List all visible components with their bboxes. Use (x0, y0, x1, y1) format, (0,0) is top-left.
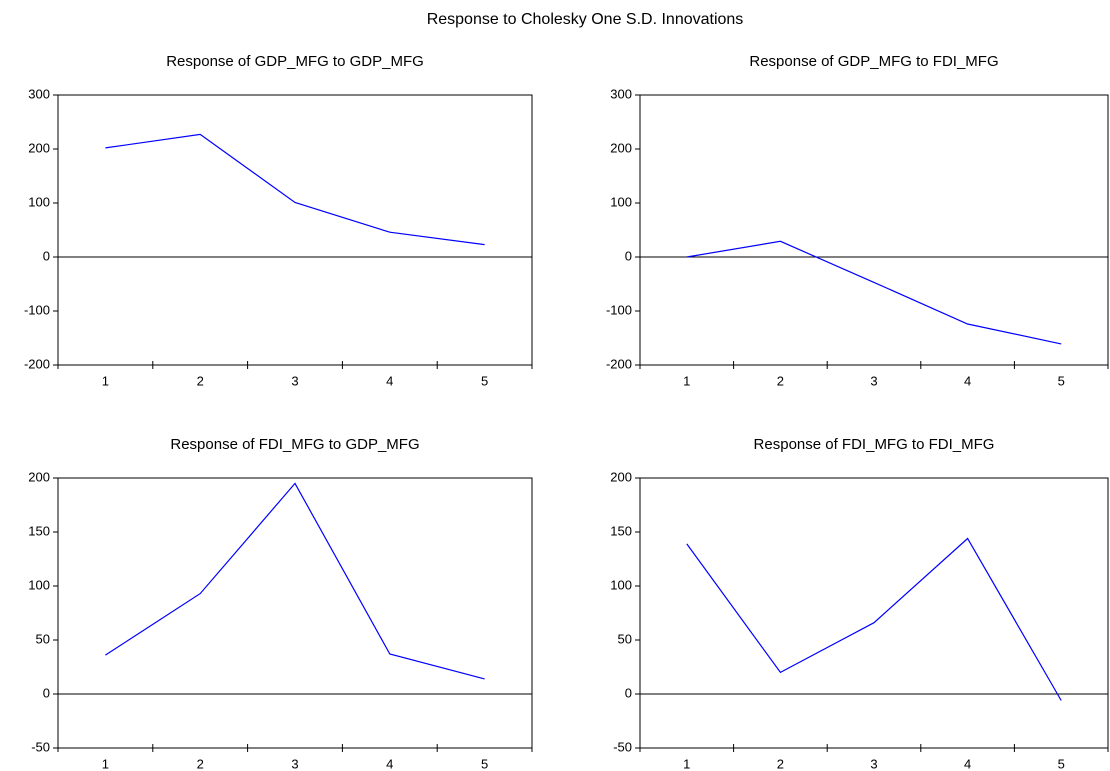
plot-frame (639, 94, 1109, 366)
y-tick-label: 200 (28, 140, 50, 155)
y-tick-label: 150 (610, 523, 632, 538)
page-title: Response to Cholesky One S.D. Innovation… (427, 11, 744, 28)
x-tick-label: 2 (777, 373, 784, 388)
y-tick-label: 200 (610, 140, 632, 155)
plot-frame (57, 477, 533, 749)
plot-frame (57, 94, 533, 366)
x-tick-label: 2 (197, 373, 204, 388)
x-tick-label: 4 (386, 756, 393, 771)
y-tick-label: 200 (28, 469, 50, 484)
x-tick-label: 2 (197, 756, 204, 771)
y-tick-label: 200 (610, 469, 632, 484)
x-tick-label: 4 (964, 756, 971, 771)
y-tick-label: 100 (28, 577, 50, 592)
panel-title: Response of FDI_MFG to GDP_MFG (170, 436, 419, 453)
y-tick-label: 0 (43, 248, 50, 263)
x-tick-label: 5 (1058, 756, 1065, 771)
line-series (105, 133, 485, 246)
line-series (686, 537, 1062, 701)
x-tick-label: 4 (386, 373, 393, 388)
y-tick-label: 0 (625, 248, 632, 263)
x-tick-label: 5 (481, 373, 488, 388)
y-tick-label: 0 (625, 685, 632, 700)
plot-frame (639, 477, 1109, 749)
panel-title: Response of FDI_MFG to FDI_MFG (754, 436, 995, 453)
y-tick-label: -200 (24, 356, 50, 371)
y-tick-label: 100 (28, 194, 50, 209)
y-tick-label: 0 (43, 685, 50, 700)
y-tick-label: 300 (610, 86, 632, 101)
x-tick-label: 1 (683, 373, 690, 388)
x-tick-label: 3 (291, 756, 298, 771)
y-tick-label: 100 (610, 577, 632, 592)
x-tick-label: 2 (777, 756, 784, 771)
y-tick-label: 100 (610, 194, 632, 209)
y-tick-label: -50 (613, 739, 632, 754)
panel-title: Response of GDP_MFG to FDI_MFG (749, 53, 998, 70)
x-tick-label: 3 (870, 756, 877, 771)
y-tick-label: 50 (36, 631, 50, 646)
y-tick-label: 300 (28, 86, 50, 101)
x-tick-label: 1 (102, 373, 109, 388)
y-tick-label: -100 (24, 302, 50, 317)
y-tick-label: 50 (618, 631, 632, 646)
x-tick-label: 3 (870, 373, 877, 388)
y-tick-label: -200 (606, 356, 632, 371)
line-series (686, 240, 1062, 345)
x-tick-label: 4 (964, 373, 971, 388)
x-tick-label: 5 (1058, 373, 1065, 388)
y-tick-label: -100 (606, 302, 632, 317)
x-tick-label: 1 (102, 756, 109, 771)
y-tick-label: -50 (31, 739, 50, 754)
x-tick-label: 5 (481, 756, 488, 771)
x-tick-label: 3 (291, 373, 298, 388)
line-series (105, 482, 485, 680)
x-tick-label: 1 (683, 756, 690, 771)
panel-title: Response of GDP_MFG to GDP_MFG (166, 53, 424, 70)
y-tick-label: 150 (28, 523, 50, 538)
